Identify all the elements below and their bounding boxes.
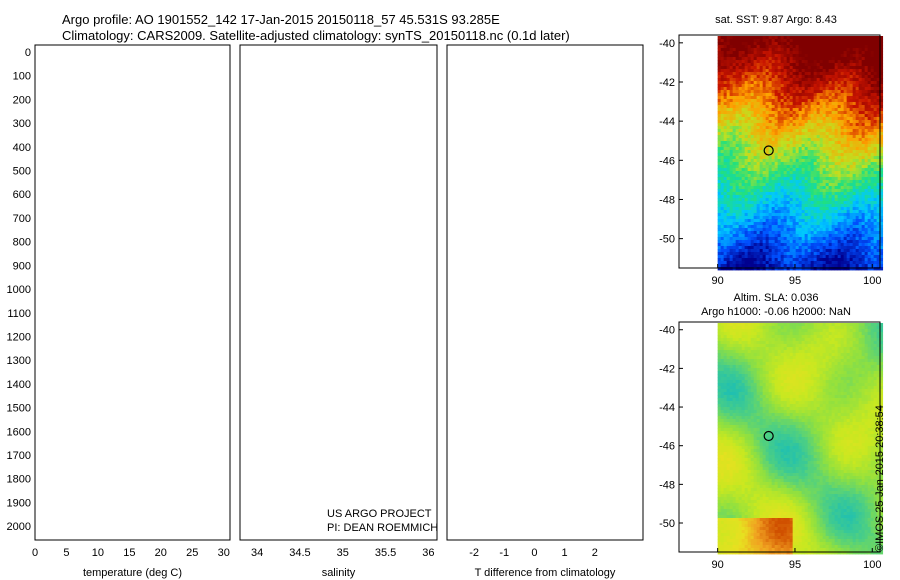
x-tick-label: 2 [592, 547, 598, 559]
salinity-profile-frame [239, 44, 438, 541]
sla-map-border [678, 321, 881, 553]
x-tick-label: 10 [92, 547, 104, 559]
x-tick-label: 1 [562, 547, 568, 559]
y-tick-label: -50 [659, 518, 675, 530]
y-tick-label: -40 [659, 325, 675, 337]
y-tick-label: -42 [659, 363, 675, 375]
y-tick-label: 1800 [7, 474, 31, 486]
y-tick-label: 1500 [7, 403, 31, 415]
y-tick-label: 1100 [7, 308, 31, 320]
y-tick-label: 900 [13, 260, 31, 272]
x-tick-label: -2 [469, 547, 479, 559]
difference-profile-frame [446, 44, 644, 541]
chart-title-line-2: Climatology: CARS2009. Satellite-adjuste… [62, 28, 570, 43]
y-tick-label: 1200 [7, 331, 31, 343]
y-tick-label: 700 [13, 213, 31, 225]
temperature-profile-frame [34, 44, 231, 541]
argo-position-marker [763, 430, 774, 442]
y-tick-label: -40 [659, 38, 675, 50]
y-tick-label: -42 [659, 77, 675, 89]
x-axis-label: T difference from climatology [475, 567, 616, 579]
x-tick-label: 15 [123, 547, 135, 559]
y-tick-label: -46 [659, 441, 675, 453]
x-tick-label: 34 [251, 547, 263, 559]
y-tick-label: -44 [659, 116, 675, 128]
y-tick-label: 1400 [7, 379, 31, 391]
x-tick-label: 0 [531, 547, 537, 559]
y-tick-label: 800 [13, 237, 31, 249]
chart-title-line-1: Argo profile: AO 1901552_142 17-Jan-2015… [62, 12, 500, 27]
x-axis-label: salinity [322, 567, 356, 579]
y-tick-label: 300 [13, 118, 31, 130]
sla-map: 90 95 100 -40 -42 -44 -46 -48 -50 [659, 321, 884, 571]
imos-timestamp: ©IMOS 25-Jan-2015 20:38:54 [874, 405, 886, 552]
y-tick-label: 600 [13, 189, 31, 201]
x-tick-label: 90 [712, 559, 724, 571]
project-line-2: PI: DEAN ROEMMICH [327, 522, 438, 534]
y-tick-label: 1900 [7, 497, 31, 509]
x-tick-label: 95 [789, 559, 801, 571]
x-tick-label: 30 [218, 547, 230, 559]
project-annotation: US ARGO PROJECT PI: DEAN ROEMMICH [327, 508, 438, 534]
x-tick-label: 95 [789, 275, 801, 287]
y-tick-label: 1000 [7, 284, 31, 296]
argo-position-marker [763, 145, 774, 156]
sla-map-subtitle: Argo h1000: -0.06 h2000: NaN [701, 306, 851, 318]
y-tick-label: 0 [25, 47, 31, 59]
y-tick-label: 500 [13, 166, 31, 178]
x-tick-label: 100 [863, 559, 881, 571]
y-tick-label: -44 [659, 402, 675, 414]
sla-map-title: Altim. SLA: 0.036 [734, 292, 819, 304]
sst-map-title: sat. SST: 9.87 Argo: 8.43 [715, 14, 837, 26]
x-tick-label: 90 [712, 275, 724, 287]
x-axis-label: temperature (deg C) [83, 567, 182, 579]
y-tick-label: 200 [13, 94, 31, 106]
x-tick-label: 5 [63, 547, 69, 559]
y-tick-label: -50 [659, 234, 675, 246]
x-tick-label: 34.5 [289, 547, 310, 559]
sst-map-border [678, 34, 881, 269]
x-tick-label: 35.5 [375, 547, 396, 559]
y-tick-label: -48 [659, 194, 675, 206]
y-tick-label: 1600 [7, 426, 31, 438]
y-tick-label: 1700 [7, 450, 31, 462]
y-tick-label: -46 [659, 155, 675, 167]
sst-map-field [717, 36, 884, 271]
sla-map-field [717, 323, 884, 555]
x-tick-label: 20 [155, 547, 167, 559]
x-tick-label: 25 [186, 547, 198, 559]
x-tick-label: -1 [499, 547, 509, 559]
sst-map: 90 95 100 -40 -42 -44 -46 -48 -50 [659, 34, 884, 287]
y-tick-label: -48 [659, 479, 675, 491]
x-tick-label: 35 [337, 547, 349, 559]
y-tick-label: 100 [13, 71, 31, 83]
project-line-1: US ARGO PROJECT [327, 508, 432, 520]
y-tick-label: 400 [13, 142, 31, 154]
y-tick-label: 2000 [7, 521, 31, 533]
y-tick-label: 1300 [7, 355, 31, 367]
x-tick-label: 100 [863, 275, 881, 287]
x-tick-label: 0 [32, 547, 38, 559]
x-tick-label: 36 [422, 547, 434, 559]
